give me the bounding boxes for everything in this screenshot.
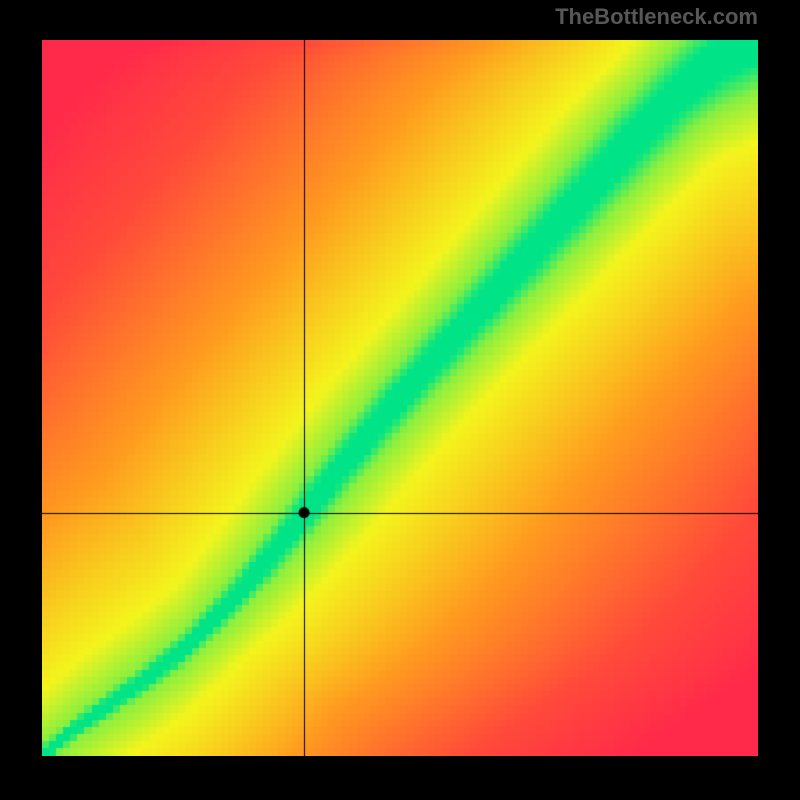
watermark-text: TheBottleneck.com [555, 4, 758, 30]
bottleneck-heatmap [42, 40, 758, 756]
chart-container: TheBottleneck.com [0, 0, 800, 800]
